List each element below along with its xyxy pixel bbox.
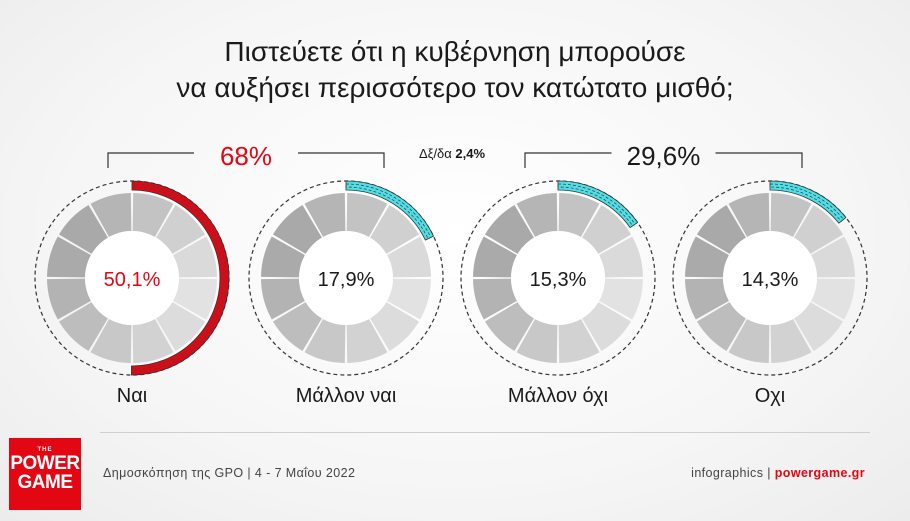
title-line-1: Πιστεύετε ότι η κυβέρνηση μπορούσε <box>224 36 686 67</box>
ring-segment <box>272 204 322 254</box>
ring-segment <box>811 236 855 278</box>
ring-segment <box>582 302 632 352</box>
value-arc <box>130 180 230 376</box>
ring-segment <box>770 193 812 237</box>
ring-segment <box>156 302 206 352</box>
donut-2: 17,9% Μάλλον ναι <box>248 180 444 407</box>
group-bracket-yes: 68% <box>107 141 385 171</box>
value-arc-stitch <box>345 183 432 240</box>
ring-segment <box>370 302 420 352</box>
ring-segment <box>304 319 346 363</box>
donut-hole <box>85 231 179 325</box>
ring-segment <box>696 302 746 352</box>
category-label: Ναι <box>117 385 147 407</box>
ring-segment <box>728 319 770 363</box>
footer-credit: infographics | powergame.gr <box>691 466 865 480</box>
bracket-line <box>107 152 385 168</box>
ring-segment <box>582 204 632 254</box>
group-total-label: 29,6% <box>627 141 701 171</box>
ring-segment <box>304 193 346 237</box>
ring-segment <box>558 193 600 237</box>
category-label: Μάλλον όχι <box>508 385 608 407</box>
ring-segment <box>387 236 431 278</box>
ring-segment <box>47 236 91 278</box>
ring-segment <box>794 302 844 352</box>
ring-segment <box>58 204 108 254</box>
ring-segment <box>728 193 770 237</box>
value-label: 15,3% <box>530 269 587 291</box>
donut-1: 50,1% Ναι <box>34 180 230 407</box>
ring-segment <box>599 278 643 320</box>
ring-segment <box>132 193 174 237</box>
ring-segment <box>484 302 534 352</box>
group-total-label: 68% <box>220 141 272 171</box>
ring-segment <box>346 319 388 363</box>
title-line-2: να αυξήσει περισσότερο τον κατώτατο μισθ… <box>176 72 734 103</box>
donut-hole <box>299 231 393 325</box>
donut-hole <box>511 231 605 325</box>
dont-know-label: Δξ/δα <box>419 146 455 161</box>
value-arc <box>769 180 847 224</box>
ring-segment <box>132 319 174 363</box>
donut-4: 14,3% Οχι <box>672 180 868 407</box>
value-label: 17,9% <box>318 269 375 291</box>
category-label: Οχι <box>755 385 786 407</box>
footer-divider <box>100 432 870 433</box>
ring-segment <box>47 278 91 320</box>
dont-know-value: 2,4% <box>455 146 485 161</box>
ring-segment <box>811 278 855 320</box>
ring-segment <box>770 319 812 363</box>
ring-segment <box>156 204 206 254</box>
ring-segment <box>173 278 217 320</box>
ring-segment <box>473 278 517 320</box>
ring-segment <box>685 278 729 320</box>
ring-segment <box>387 278 431 320</box>
ring-segment <box>484 204 534 254</box>
ring-segment <box>599 236 643 278</box>
ring-segment <box>473 236 517 278</box>
ring-segment <box>261 278 305 320</box>
ring-segment <box>346 193 388 237</box>
value-arc-stitch <box>769 183 845 222</box>
ring-segment <box>558 319 600 363</box>
ring-segment <box>696 204 746 254</box>
ring-segment <box>272 302 322 352</box>
ring-segment <box>685 236 729 278</box>
value-arc-stitch <box>131 183 227 373</box>
bracket-line <box>524 152 803 168</box>
ring-segment <box>516 319 558 363</box>
ring-segment <box>90 193 132 237</box>
donut-hole <box>723 231 817 325</box>
footer-source: Δημοσκόπηση της GPO | 4 - 7 Μαΐου 2022 <box>103 466 356 480</box>
value-label: 50,1% <box>104 269 161 291</box>
ring-segment <box>794 204 844 254</box>
donut-3: 15,3% Μάλλον όχι <box>460 180 656 407</box>
chart-title: Πιστεύετε ότι η κυβέρνηση μπορούσε να αυ… <box>0 34 910 106</box>
ring-segment <box>370 204 420 254</box>
credit-site: powergame.gr <box>774 466 865 480</box>
category-label: Μάλλον ναι <box>296 385 397 407</box>
value-label: 14,3% <box>742 269 799 291</box>
value-arc-stitch <box>557 183 636 227</box>
ring-segment <box>58 302 108 352</box>
ring-segment <box>173 236 217 278</box>
power-game-logo: THE POWER GAME <box>9 438 81 510</box>
dont-know-note: Δξ/δα 2,4% <box>419 146 486 161</box>
group-bracket-no: 29,6% <box>524 141 803 171</box>
ring-segment <box>90 319 132 363</box>
credit-prefix: infographics | <box>691 466 775 480</box>
ring-segment <box>261 236 305 278</box>
ring-segment <box>516 193 558 237</box>
